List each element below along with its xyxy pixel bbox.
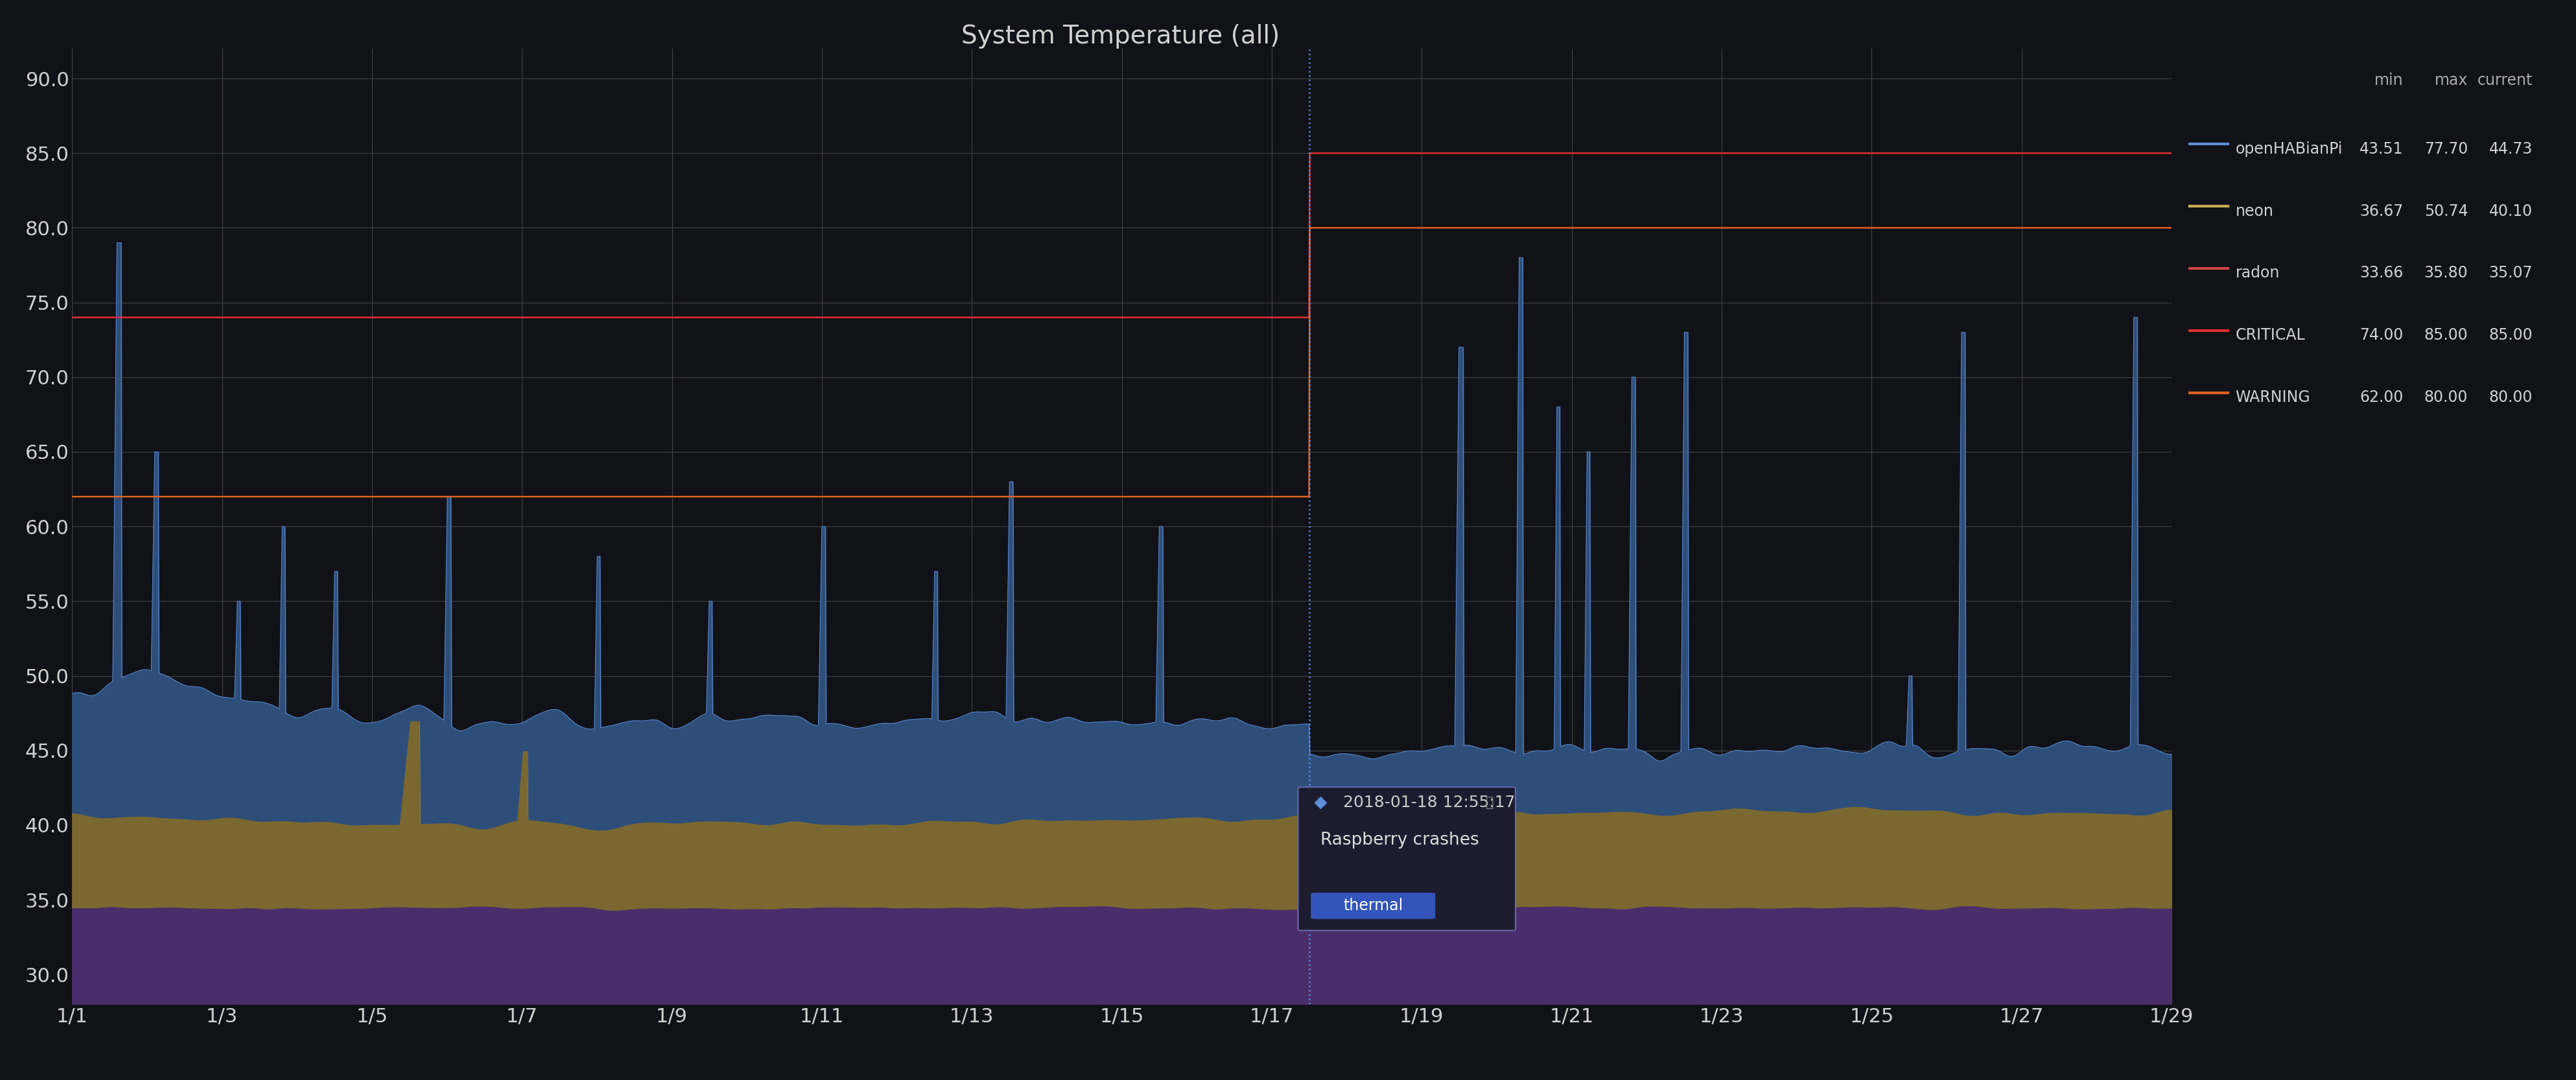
Text: thermal: thermal <box>1342 899 1404 914</box>
FancyBboxPatch shape <box>1311 893 1435 919</box>
Text: 40.10: 40.10 <box>2488 203 2532 219</box>
Text: neon: neon <box>2236 203 2275 219</box>
Text: ⧉: ⧉ <box>1486 796 1494 809</box>
Text: 85.00: 85.00 <box>2488 327 2532 343</box>
Text: 35.80: 35.80 <box>2424 266 2468 281</box>
Text: CRITICAL: CRITICAL <box>2236 327 2306 343</box>
Text: 74.00: 74.00 <box>2360 327 2403 343</box>
Text: 43.51: 43.51 <box>2360 141 2403 157</box>
Text: min: min <box>2375 72 2403 89</box>
Text: 2018-01-18 12:55:17: 2018-01-18 12:55:17 <box>1342 795 1515 811</box>
Text: 80.00: 80.00 <box>2424 390 2468 405</box>
Text: System Temperature (all): System Temperature (all) <box>961 24 1280 49</box>
Text: radon: radon <box>2236 266 2280 281</box>
Text: WARNING: WARNING <box>2236 390 2311 405</box>
Text: current: current <box>2478 72 2532 89</box>
Text: 62.00: 62.00 <box>2360 390 2403 405</box>
Text: 35.07: 35.07 <box>2488 266 2532 281</box>
Text: openHABianPi: openHABianPi <box>2236 141 2342 157</box>
Text: Raspberry crashes: Raspberry crashes <box>1321 832 1479 849</box>
Text: 44.73: 44.73 <box>2488 141 2532 157</box>
Text: 80.00: 80.00 <box>2488 390 2532 405</box>
Text: 36.67: 36.67 <box>2360 203 2403 219</box>
Text: max: max <box>2434 72 2468 89</box>
Text: 33.66: 33.66 <box>2360 266 2403 281</box>
FancyBboxPatch shape <box>1298 787 1515 931</box>
Text: 50.74: 50.74 <box>2424 203 2468 219</box>
Text: 77.70: 77.70 <box>2424 141 2468 157</box>
Text: 85.00: 85.00 <box>2424 327 2468 343</box>
